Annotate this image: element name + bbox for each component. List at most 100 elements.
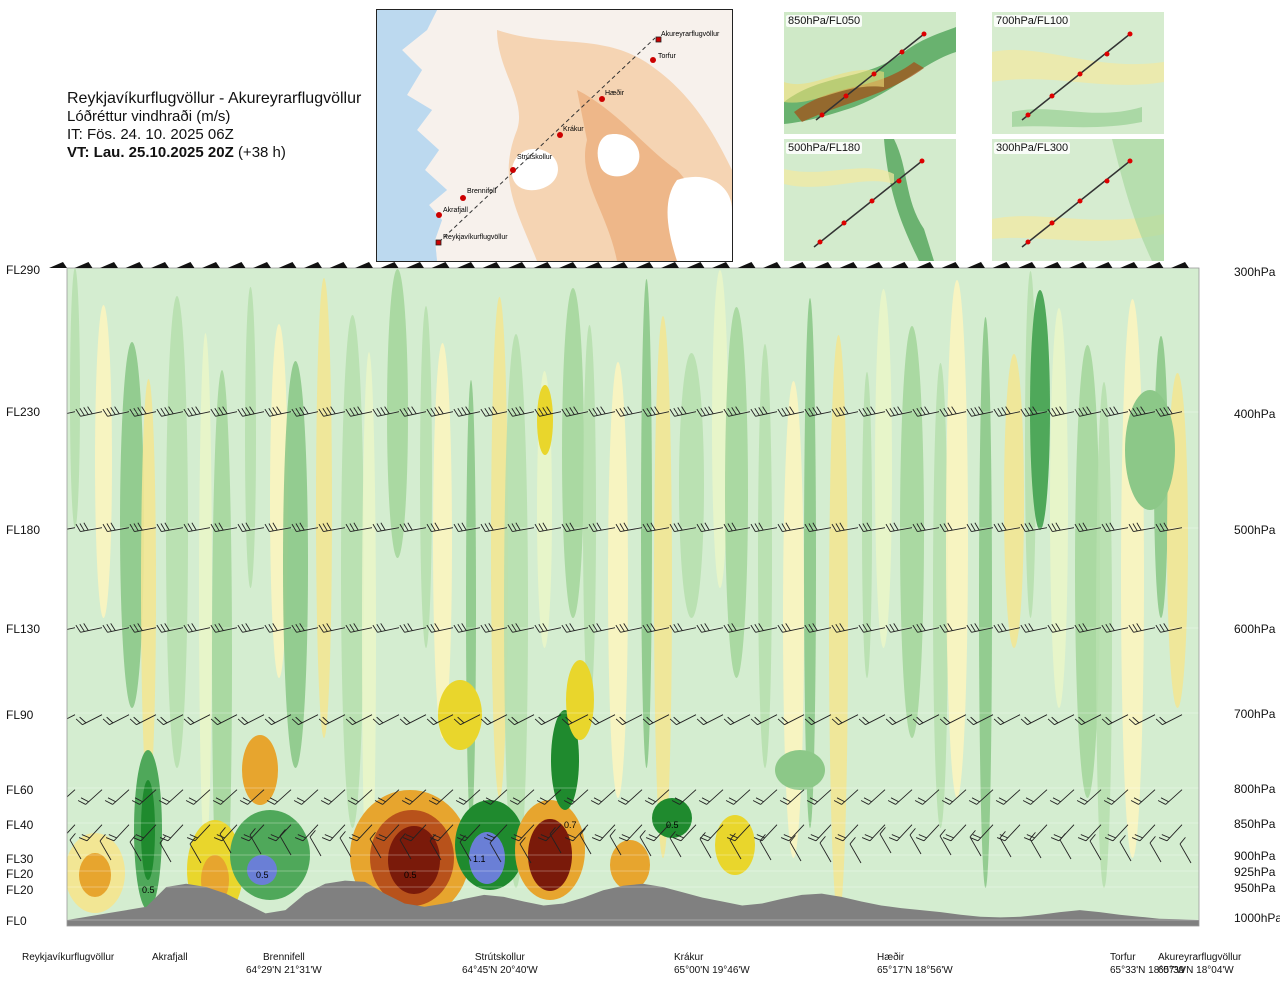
top-wind-barb bbox=[559, 262, 577, 268]
fl-label: FL30 bbox=[6, 852, 34, 866]
wind-barb bbox=[318, 406, 346, 417]
wind-barb bbox=[129, 522, 157, 532]
hpa-label: 1000hPa bbox=[1234, 911, 1280, 925]
thumbnail-500hpa[interactable]: 500hPa/FL180 bbox=[784, 139, 956, 261]
top-wind-barb bbox=[1043, 262, 1062, 268]
top-wind-barb bbox=[482, 262, 501, 268]
wind-barb bbox=[942, 824, 967, 842]
wind-barb bbox=[210, 522, 238, 532]
wind-barb bbox=[588, 623, 616, 633]
velocity-streak bbox=[504, 334, 528, 888]
thumbnail-300hpa[interactable]: 300hPa/FL300 bbox=[992, 139, 1164, 261]
wind-barb bbox=[588, 714, 616, 726]
velocity-streak bbox=[270, 324, 288, 678]
wind-barb bbox=[75, 714, 103, 726]
wind-barb bbox=[1089, 834, 1102, 861]
wind-barb bbox=[777, 406, 805, 417]
wind-barb bbox=[750, 406, 778, 417]
thumbnail-700hpa[interactable]: 700hPa/FL100 bbox=[992, 12, 1164, 134]
wind-barb bbox=[804, 714, 832, 726]
wind-barb bbox=[507, 623, 535, 633]
wind-barb bbox=[318, 522, 346, 532]
wind-barb bbox=[402, 824, 427, 842]
contour-label: 1.1 bbox=[473, 854, 486, 864]
velocity-streak bbox=[433, 343, 452, 738]
wind-barb bbox=[993, 406, 1021, 417]
velocity-streak bbox=[466, 380, 476, 828]
thumbnail-850-svg bbox=[784, 12, 956, 134]
cell-krakur-west bbox=[610, 840, 650, 890]
cell-brennifell-e bbox=[230, 810, 310, 900]
wind-barb bbox=[210, 714, 238, 726]
top-wind-barb bbox=[380, 262, 399, 268]
wind-barb bbox=[156, 714, 184, 726]
hpa-label: 600hPa bbox=[1234, 622, 1276, 636]
wind-barb bbox=[429, 834, 442, 861]
wind-barb bbox=[1076, 789, 1102, 805]
wind-barb bbox=[519, 837, 532, 864]
velocity-streak bbox=[1025, 271, 1036, 618]
top-wind-barb bbox=[151, 262, 169, 268]
wind-barb bbox=[1047, 714, 1075, 726]
wind-barb bbox=[1029, 832, 1042, 859]
top-wind-barb bbox=[329, 262, 348, 268]
wind-barb bbox=[831, 623, 859, 633]
top-wind-barb bbox=[431, 262, 450, 268]
map-label-krakur: Krákur bbox=[563, 126, 584, 133]
wind-barb bbox=[669, 714, 697, 726]
wind-barb bbox=[429, 824, 454, 842]
top-wind-barb bbox=[125, 262, 144, 268]
wind-barb bbox=[1101, 406, 1129, 417]
wind-barb bbox=[1157, 789, 1183, 805]
wind-barb bbox=[1155, 714, 1183, 726]
wind-barb bbox=[669, 831, 682, 858]
top-wind-barb bbox=[253, 262, 271, 268]
velocity-streak bbox=[725, 307, 748, 678]
chart-header: Reykjavíkurflugvöllur - Akureyrarflugvöl… bbox=[67, 90, 361, 162]
map-label-brennifell: Brennifell bbox=[467, 188, 497, 195]
velocity-streak bbox=[862, 372, 872, 678]
cell-mid-yellow bbox=[438, 680, 482, 750]
velocity-streak bbox=[491, 297, 508, 798]
wind-barb bbox=[699, 824, 724, 842]
wind-barbs bbox=[67, 406, 1192, 864]
wind-barb bbox=[321, 824, 346, 842]
wind-barb bbox=[969, 824, 994, 842]
velocity-streak bbox=[166, 296, 188, 768]
wind-barb bbox=[549, 827, 562, 854]
wind-barb bbox=[861, 824, 886, 842]
top-wind-barb bbox=[814, 262, 832, 268]
wind-barb bbox=[645, 824, 670, 842]
wind-barb bbox=[777, 623, 805, 633]
top-wind-barb bbox=[355, 262, 373, 268]
wind-barb bbox=[264, 522, 292, 532]
hpa-label: 500hPa bbox=[1234, 523, 1276, 537]
wind-barb bbox=[750, 522, 778, 532]
wind-barb bbox=[345, 522, 373, 532]
level-lines bbox=[67, 268, 1199, 921]
wind-barb bbox=[482, 789, 508, 805]
wind-barb bbox=[339, 831, 352, 858]
hpa-label: 800hPa bbox=[1234, 782, 1276, 796]
fl-label: FL20 bbox=[6, 867, 34, 881]
wind-barb bbox=[615, 714, 643, 726]
wind-barb bbox=[615, 406, 643, 417]
top-wind-barb bbox=[788, 262, 807, 268]
wind-barb bbox=[669, 406, 697, 417]
thumbnail-850hpa[interactable]: 850hPa/FL050 bbox=[784, 12, 956, 134]
location-reykjavik: Reykjavíkurflugvöllur bbox=[22, 952, 115, 963]
wind-barb bbox=[1128, 522, 1156, 532]
top-wind-barb bbox=[304, 262, 322, 268]
wind-barb bbox=[879, 827, 892, 854]
wind-barb bbox=[914, 789, 940, 805]
wind-barb bbox=[939, 829, 952, 856]
wind-barb bbox=[723, 406, 751, 417]
wind-barb bbox=[156, 623, 184, 633]
wind-barb bbox=[456, 824, 481, 842]
wind-barb bbox=[725, 789, 751, 805]
wind-barb bbox=[345, 623, 373, 633]
hpa-label: 925hPa bbox=[1234, 865, 1276, 879]
top-wind-barb bbox=[686, 262, 705, 268]
wind-barb bbox=[966, 714, 994, 726]
wind-barb bbox=[642, 623, 670, 633]
